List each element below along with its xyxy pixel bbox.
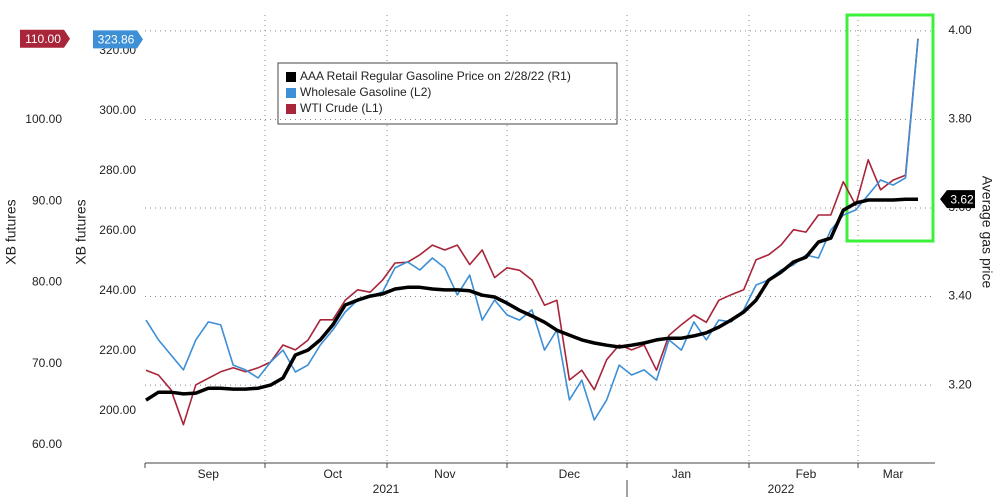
series-line bbox=[145, 197, 918, 402]
y-tick-label: 100.00 bbox=[25, 112, 62, 126]
y-xb-tick-label: 220.00 bbox=[99, 343, 136, 357]
y2-tick-label: 3.80 bbox=[948, 112, 972, 126]
y-tick-label: 80.00 bbox=[32, 275, 62, 289]
year-label: 2021 bbox=[373, 482, 400, 496]
x-tick-label: Oct bbox=[323, 467, 342, 481]
x-tick-label: Dec bbox=[559, 467, 580, 481]
value-badge-label: 110.00 bbox=[25, 32, 61, 46]
x-tick-label: Nov bbox=[434, 467, 455, 481]
y-xb-tick-label: 240.00 bbox=[99, 283, 136, 297]
x-tick-label: Jan bbox=[672, 467, 691, 481]
value-badge bbox=[93, 30, 143, 49]
y-xb-tick-label: 200.00 bbox=[99, 403, 136, 417]
y-axis-title: XB futures bbox=[3, 199, 19, 264]
legend-label: WTI Crude (L1) bbox=[300, 101, 383, 115]
value-badge-label: 323.86 bbox=[98, 33, 135, 47]
x-tick-label: Mar bbox=[883, 467, 904, 481]
legend-label: AAA Retail Regular Gasoline Price on 2/2… bbox=[300, 69, 571, 83]
y-tick-label: 60.00 bbox=[32, 437, 62, 451]
y-tick-label: 70.00 bbox=[32, 356, 62, 370]
legend-swatch bbox=[286, 72, 296, 82]
y-tick-label: 90.00 bbox=[32, 193, 62, 207]
value-badge bbox=[940, 190, 975, 209]
highlight-box bbox=[845, 13, 935, 243]
x-tick-label: Feb bbox=[796, 467, 817, 481]
y-xb-tick-label: 300.00 bbox=[99, 103, 136, 117]
y2-tick-label: 3.20 bbox=[948, 377, 972, 391]
y2-tick-label: 4.00 bbox=[948, 23, 972, 37]
legend-label: Wholesale Gasoline (L2) bbox=[300, 85, 431, 99]
value-badge bbox=[20, 29, 70, 48]
x-axis bbox=[144, 462, 935, 497]
year-label: 2022 bbox=[768, 482, 795, 496]
legend-swatch bbox=[286, 104, 296, 114]
y-axis-title: XB futures bbox=[73, 199, 89, 264]
y2-axis-title: Average gas price bbox=[979, 176, 995, 289]
value-badge-label: 3.62 bbox=[950, 192, 974, 206]
x-tick-label: Sep bbox=[198, 467, 220, 481]
y-xb-tick-label: 260.00 bbox=[99, 223, 136, 237]
y-xb-tick-label: 280.00 bbox=[99, 163, 136, 177]
legend: AAA Retail Regular Gasoline Price on 2/2… bbox=[277, 62, 618, 125]
series-line bbox=[145, 38, 919, 426]
y2-tick-label: 3.40 bbox=[948, 289, 972, 303]
legend-swatch bbox=[286, 88, 296, 98]
